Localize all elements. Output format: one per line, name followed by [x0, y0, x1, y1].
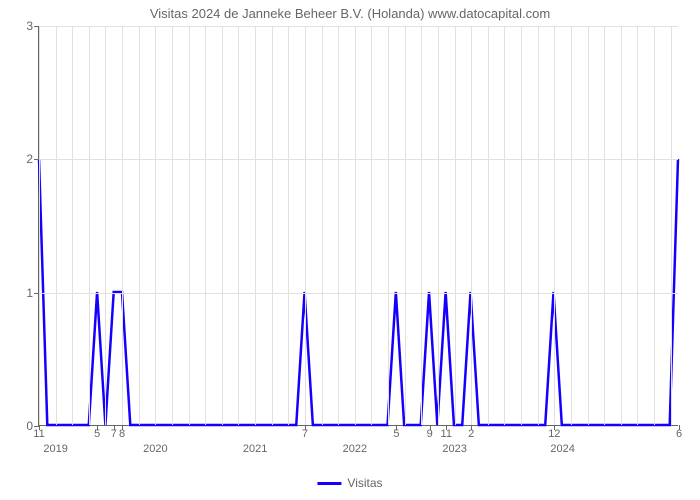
gridline-vertical: [305, 26, 306, 425]
xtick-label: 7: [302, 425, 308, 440]
gridline-vertical: [388, 26, 389, 425]
gridline-horizontal: [39, 26, 678, 27]
xtick-label: 8: [119, 425, 125, 440]
gridline-vertical: [521, 26, 522, 425]
gridline-vertical: [504, 26, 505, 425]
ytick-label: 3: [26, 19, 39, 33]
xtick-label: 2: [468, 425, 474, 440]
gridline-vertical: [654, 26, 655, 425]
gridline-vertical: [488, 26, 489, 425]
gridline-vertical: [272, 26, 273, 425]
gridline-vertical: [39, 26, 40, 425]
gridline-vertical: [438, 26, 439, 425]
gridline-vertical: [455, 26, 456, 425]
xtick-label: 9: [427, 425, 433, 440]
gridline-vertical: [155, 26, 156, 425]
gridline-vertical: [255, 26, 256, 425]
gridline-vertical: [322, 26, 323, 425]
xtick-year-label: 2019: [43, 425, 67, 455]
gridline-vertical: [588, 26, 589, 425]
xtick-label: 5: [393, 425, 399, 440]
gridline-vertical: [72, 26, 73, 425]
gridline-vertical: [471, 26, 472, 425]
gridline-vertical: [421, 26, 422, 425]
gridline-horizontal: [39, 159, 678, 160]
gridline-vertical: [671, 26, 672, 425]
gridline-vertical: [571, 26, 572, 425]
xtick-year-label: 2021: [243, 425, 267, 455]
gridline-vertical: [139, 26, 140, 425]
line-series: [39, 26, 678, 425]
xtick-year-label: 2024: [550, 425, 574, 455]
gridline-horizontal: [39, 293, 678, 294]
legend-swatch: [317, 482, 341, 485]
xtick-year-label: 2020: [143, 425, 167, 455]
gridline-vertical: [172, 26, 173, 425]
xtick-label: 7: [111, 425, 117, 440]
gridline-vertical: [288, 26, 289, 425]
gridline-vertical: [338, 26, 339, 425]
gridline-vertical: [637, 26, 638, 425]
xtick-label: 6: [676, 425, 682, 440]
gridline-vertical: [205, 26, 206, 425]
legend-label: Visitas: [347, 476, 382, 490]
plot-area: 0123115787591121262019202020212022202320…: [38, 26, 678, 426]
chart-title: Visitas 2024 de Janneke Beheer B.V. (Hol…: [0, 0, 700, 21]
xtick-year-label: 2022: [343, 425, 367, 455]
gridline-vertical: [621, 26, 622, 425]
ytick-label: 1: [26, 286, 39, 300]
gridline-vertical: [604, 26, 605, 425]
gridline-vertical: [56, 26, 57, 425]
gridline-vertical: [405, 26, 406, 425]
xtick-label: 5: [94, 425, 100, 440]
legend: Visitas: [317, 476, 382, 490]
gridline-vertical: [538, 26, 539, 425]
chart-container: Visitas 2024 de Janneke Beheer B.V. (Hol…: [0, 0, 700, 500]
gridline-vertical: [189, 26, 190, 425]
gridline-vertical: [355, 26, 356, 425]
gridline-vertical: [222, 26, 223, 425]
ytick-label: 2: [26, 152, 39, 166]
gridline-vertical: [371, 26, 372, 425]
gridline-vertical: [554, 26, 555, 425]
xtick-year-label: 2023: [442, 425, 466, 455]
gridline-vertical: [238, 26, 239, 425]
gridline-vertical: [122, 26, 123, 425]
gridline-vertical: [105, 26, 106, 425]
gridline-vertical: [89, 26, 90, 425]
